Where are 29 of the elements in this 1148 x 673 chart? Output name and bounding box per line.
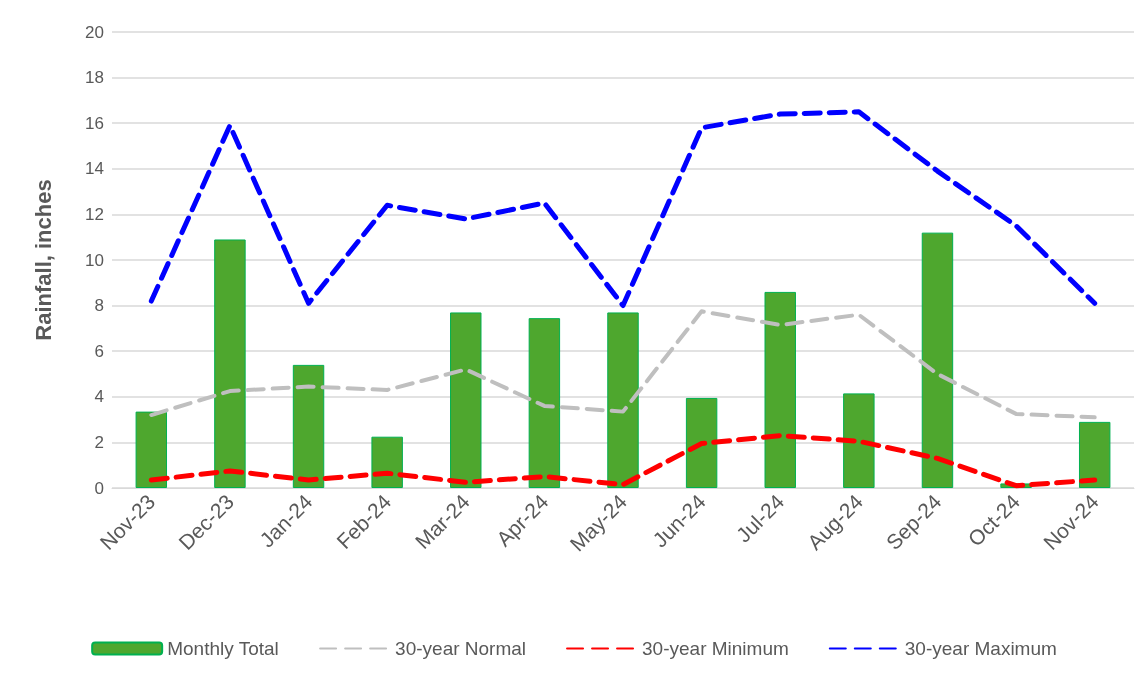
y-tick-label: 10 [85, 250, 104, 270]
bar [135, 411, 168, 488]
bar [371, 436, 403, 488]
bar [607, 312, 639, 488]
y-tick-label: 18 [85, 68, 104, 88]
y-axis-title: Rainfall, inches [30, 179, 56, 341]
bar [764, 291, 796, 488]
y-tick-label: 12 [85, 204, 104, 224]
y-tick-label: 14 [85, 159, 104, 179]
bar [292, 364, 325, 488]
legend-label: 30-year Normal [395, 638, 527, 659]
legend-label: 30-year Maximum [904, 638, 1057, 659]
bar [1078, 421, 1111, 488]
y-tick-label: 0 [94, 478, 104, 498]
y-tick-label: 4 [94, 387, 104, 407]
y-tick-label: 2 [94, 432, 104, 452]
y-tick-label: 8 [94, 296, 104, 316]
legend-label: 30-year Minimum [642, 638, 789, 659]
bar [685, 397, 718, 488]
bar [528, 318, 561, 488]
bar [214, 239, 246, 488]
bar [843, 393, 875, 488]
line-series [149, 309, 1097, 420]
y-tick-label: 20 [85, 22, 104, 42]
legend-label: Monthly Total [167, 638, 279, 659]
y-tick-label: 16 [85, 113, 104, 133]
bar [450, 312, 482, 488]
bar [921, 232, 954, 488]
y-tick-label: 6 [94, 341, 104, 361]
